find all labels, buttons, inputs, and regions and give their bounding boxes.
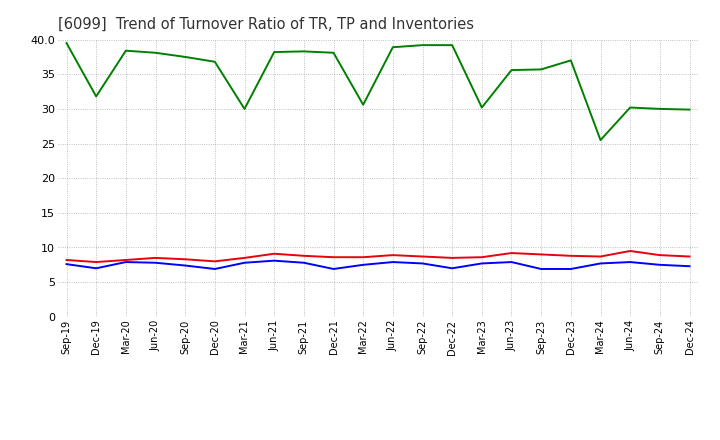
Trade Receivables [448,255,456,260]
Trade Payables [596,261,605,266]
Inventories [240,106,249,111]
Trade Payables [626,260,634,265]
Inventories [92,94,101,99]
Trade Receivables [507,250,516,256]
Trade Receivables [626,248,634,253]
Trade Receivables [270,251,279,257]
Inventories [181,54,189,59]
Trade Receivables [181,257,189,262]
Inventories [122,48,130,53]
Trade Receivables [596,254,605,259]
Trade Receivables [62,257,71,263]
Trade Receivables [240,255,249,260]
Trade Payables [655,262,664,268]
Trade Receivables [359,255,367,260]
Inventories [359,102,367,107]
Trade Receivables [537,252,546,257]
Trade Receivables [151,255,160,260]
Inventories [685,107,694,112]
Trade Receivables [300,253,308,258]
Inventories [151,50,160,55]
Inventories [418,43,427,48]
Trade Payables [92,266,101,271]
Trade Payables [300,260,308,265]
Inventories [477,105,486,110]
Trade Receivables [477,255,486,260]
Line: Inventories: Inventories [66,43,690,140]
Trade Payables [122,260,130,265]
Trade Payables [62,261,71,267]
Trade Payables [240,260,249,265]
Trade Receivables [685,254,694,259]
Trade Receivables [567,253,575,258]
Inventories [626,105,634,110]
Trade Payables [507,260,516,265]
Inventories [448,43,456,48]
Trade Payables [537,266,546,271]
Trade Payables [329,266,338,271]
Inventories [389,44,397,50]
Trade Payables [359,262,367,268]
Inventories [596,137,605,143]
Trade Payables [418,261,427,266]
Inventories [300,49,308,54]
Legend: Trade Receivables, Trade Payables, Inventories: Trade Receivables, Trade Payables, Inven… [172,439,584,440]
Inventories [655,106,664,111]
Trade Payables [567,266,575,271]
Inventories [210,59,219,64]
Trade Payables [181,263,189,268]
Inventories [537,67,546,72]
Inventories [329,50,338,55]
Trade Receivables [655,253,664,258]
Trade Receivables [418,254,427,259]
Trade Receivables [122,257,130,263]
Text: [6099]  Trend of Turnover Ratio of TR, TP and Inventories: [6099] Trend of Turnover Ratio of TR, TP… [58,16,474,32]
Trade Payables [448,266,456,271]
Inventories [62,40,71,46]
Trade Payables [210,266,219,271]
Trade Receivables [92,260,101,265]
Inventories [567,58,575,63]
Inventories [270,49,279,55]
Trade Payables [685,264,694,269]
Line: Trade Payables: Trade Payables [66,260,690,269]
Trade Payables [151,260,160,265]
Trade Receivables [210,259,219,264]
Trade Payables [389,260,397,265]
Trade Receivables [329,255,338,260]
Line: Trade Receivables: Trade Receivables [66,251,690,262]
Trade Receivables [389,253,397,258]
Trade Payables [270,258,279,263]
Inventories [507,67,516,73]
Trade Payables [477,261,486,266]
